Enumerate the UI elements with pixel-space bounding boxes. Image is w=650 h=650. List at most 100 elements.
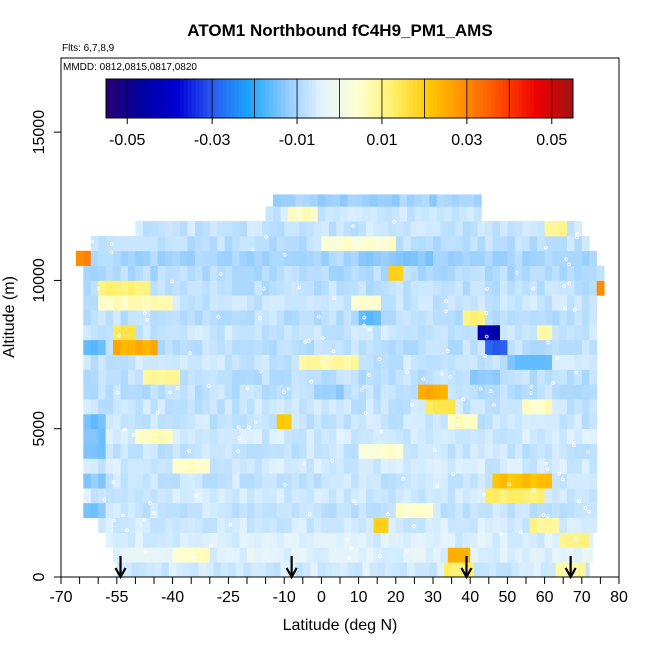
heatmap-cell <box>209 517 218 533</box>
heatmap-cell <box>466 194 475 207</box>
heatmap-cell <box>447 310 456 326</box>
colorbar-swatch <box>106 79 111 118</box>
heatmap-cell <box>589 547 594 563</box>
heatmap-cell <box>135 354 144 370</box>
heatmap-cell <box>351 473 359 489</box>
heatmap-cell <box>473 206 482 222</box>
heatmap-cell <box>589 369 598 385</box>
heatmap-cell <box>455 532 464 548</box>
heatmap-cell <box>518 562 527 578</box>
heatmap-cell <box>447 384 456 400</box>
heatmap-cell <box>265 562 274 578</box>
sample-dot <box>258 369 263 373</box>
heatmap-cell <box>284 488 293 504</box>
heatmap-cell <box>473 562 482 578</box>
heatmap-cell <box>440 310 449 326</box>
heatmap-cell <box>492 295 501 311</box>
heatmap-cell <box>380 310 389 326</box>
heatmap-cell <box>351 280 359 296</box>
heatmap-cell <box>105 443 114 459</box>
heatmap-cell <box>380 413 389 430</box>
heatmap-cell <box>291 473 300 489</box>
heatmap-cell <box>291 310 300 326</box>
heatmap-cell <box>366 384 374 400</box>
heatmap-cell <box>395 250 404 266</box>
heatmap-cell <box>254 384 263 400</box>
heatmap-cell <box>321 428 330 444</box>
heatmap-cell <box>202 339 211 355</box>
heatmap-cell <box>440 221 449 237</box>
colorbar-swatch <box>518 79 523 118</box>
heatmap-cell <box>127 458 136 474</box>
colorbar-swatch <box>320 79 325 118</box>
heatmap-cell <box>194 265 203 281</box>
heatmap-cell <box>217 339 226 355</box>
heatmap-cell <box>552 488 560 504</box>
heatmap-cell <box>347 562 356 578</box>
heatmap-cell <box>507 235 516 252</box>
heatmap-cell <box>239 547 248 563</box>
heatmap-cell <box>224 517 233 533</box>
sample-dot <box>574 370 579 375</box>
colorbar-swatch <box>370 79 376 118</box>
sample-dot <box>350 238 355 242</box>
heatmap-cell <box>150 473 159 489</box>
heatmap-cell <box>261 413 270 430</box>
heatmap-cell <box>406 562 415 578</box>
heatmap-cell <box>276 354 285 370</box>
heatmap-cell <box>377 206 386 222</box>
heatmap-cell <box>328 532 337 548</box>
sample-dot <box>191 555 195 560</box>
heatmap-cell <box>447 399 456 415</box>
heatmap-cell <box>187 280 196 296</box>
heatmap-cell <box>328 517 337 533</box>
heatmap-cell <box>507 354 516 370</box>
colorbar-swatch <box>471 79 477 118</box>
heatmap-cell <box>470 280 479 296</box>
heatmap-cell <box>514 324 523 341</box>
heatmap-cell <box>388 413 397 430</box>
heatmap-cell <box>172 502 181 519</box>
heatmap-cell <box>150 280 159 296</box>
heatmap-cell <box>120 502 129 519</box>
heatmap-cell <box>440 354 449 370</box>
heatmap-cell <box>388 443 397 459</box>
heatmap-cell <box>83 324 92 341</box>
heatmap-cell <box>485 473 493 489</box>
heatmap-cell <box>373 384 382 400</box>
heatmap-cell <box>194 488 203 504</box>
heatmap-cell <box>455 384 464 400</box>
heatmap-cell <box>321 310 330 326</box>
heatmap-cell <box>418 369 426 385</box>
heatmap-cell <box>388 399 397 415</box>
heatmap-cell <box>529 428 538 444</box>
heatmap-cell <box>492 517 501 533</box>
heatmap-cell <box>98 280 107 296</box>
colorbar-swatch <box>553 79 558 118</box>
heatmap-cell <box>373 295 382 311</box>
heatmap-cell <box>157 265 166 281</box>
heatmap-cell <box>224 458 233 474</box>
heatmap-cell <box>425 428 434 444</box>
heatmap-cell <box>269 458 278 474</box>
heatmap-cell <box>566 399 575 415</box>
heatmap-cell <box>172 235 181 252</box>
heatmap-cell <box>206 562 214 578</box>
heatmap-cell <box>127 488 136 504</box>
colorbar-swatch <box>261 79 267 118</box>
heatmap-cell <box>247 488 255 504</box>
heatmap-cell <box>269 532 278 548</box>
heatmap-cell <box>403 399 412 415</box>
heatmap-cell <box>299 324 307 341</box>
heatmap-cell <box>507 532 516 548</box>
sample-dot <box>345 538 350 542</box>
heatmap-cell <box>559 413 568 430</box>
heatmap-cell <box>462 310 471 326</box>
heatmap-cell <box>113 399 121 415</box>
sample-dot <box>360 388 364 393</box>
sample-dot <box>237 436 242 440</box>
heatmap-cell <box>306 221 315 237</box>
heatmap-cell <box>440 324 449 341</box>
heatmap-cell <box>559 295 568 311</box>
heatmap-cell <box>83 458 92 474</box>
